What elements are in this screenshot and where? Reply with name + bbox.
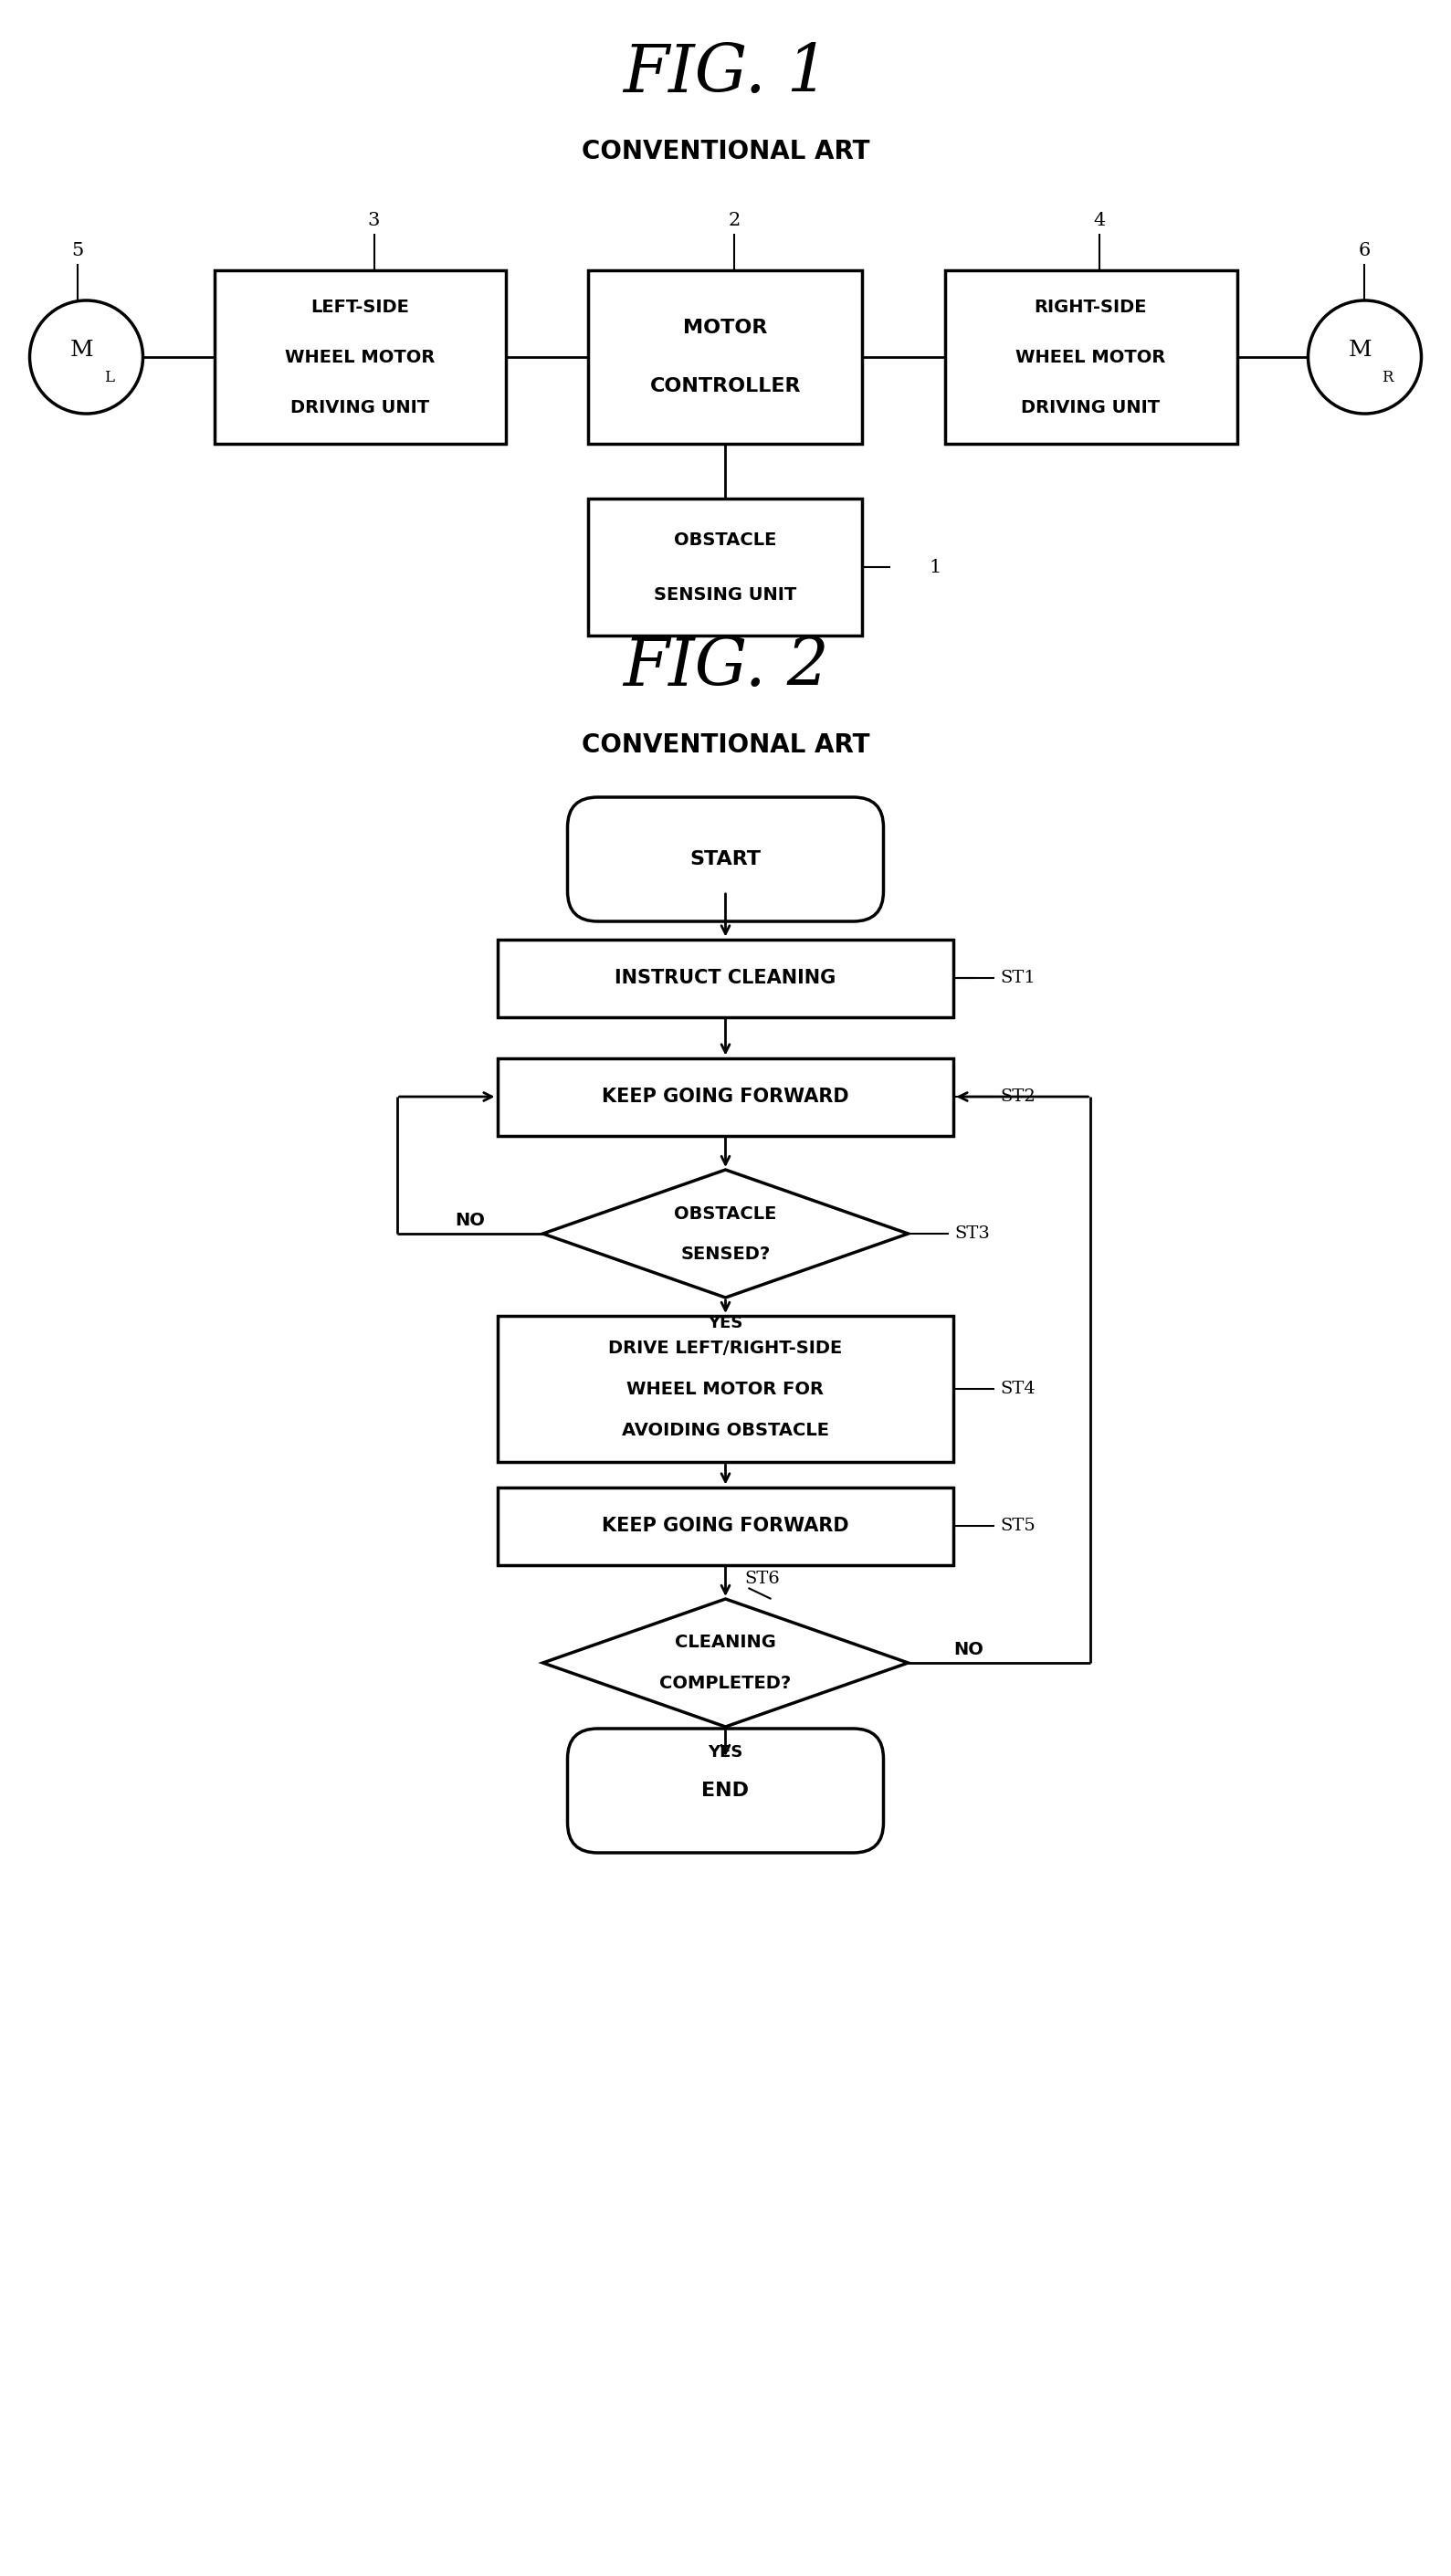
Text: CONVENTIONAL ART: CONVENTIONAL ART xyxy=(582,139,869,165)
FancyBboxPatch shape xyxy=(589,500,862,636)
Circle shape xyxy=(29,301,142,415)
Text: START: START xyxy=(689,850,762,868)
FancyBboxPatch shape xyxy=(498,940,953,1018)
Text: ST1: ST1 xyxy=(1000,969,1036,987)
Text: WHEEL MOTOR: WHEEL MOTOR xyxy=(286,348,435,366)
Text: ST4: ST4 xyxy=(1000,1381,1036,1396)
Polygon shape xyxy=(543,1600,908,1726)
Text: NO: NO xyxy=(454,1211,485,1229)
Polygon shape xyxy=(543,1170,908,1298)
FancyBboxPatch shape xyxy=(498,1486,953,1564)
Text: R: R xyxy=(1381,368,1393,384)
Circle shape xyxy=(1309,301,1422,415)
Text: RIGHT-SIDE: RIGHT-SIDE xyxy=(1035,299,1148,314)
Text: 5: 5 xyxy=(71,242,83,258)
Text: ST5: ST5 xyxy=(1000,1517,1036,1535)
Text: ST6: ST6 xyxy=(744,1571,779,1587)
FancyBboxPatch shape xyxy=(498,1059,953,1136)
Text: 2: 2 xyxy=(728,211,740,229)
FancyBboxPatch shape xyxy=(589,270,862,443)
Text: OBSTACLE: OBSTACLE xyxy=(675,531,776,549)
Text: 3: 3 xyxy=(369,211,380,229)
Text: KEEP GOING FORWARD: KEEP GOING FORWARD xyxy=(602,1087,849,1105)
FancyBboxPatch shape xyxy=(567,1728,884,1852)
Text: DRIVE LEFT/RIGHT-SIDE: DRIVE LEFT/RIGHT-SIDE xyxy=(608,1340,843,1358)
FancyBboxPatch shape xyxy=(215,270,506,443)
Text: M: M xyxy=(70,340,93,361)
Text: CONTROLLER: CONTROLLER xyxy=(650,376,801,394)
Text: NO: NO xyxy=(953,1641,984,1659)
Text: AVOIDING OBSTACLE: AVOIDING OBSTACLE xyxy=(622,1422,829,1437)
Text: 1: 1 xyxy=(930,559,942,577)
Text: OBSTACLE: OBSTACLE xyxy=(675,1206,776,1221)
Text: DRIVING UNIT: DRIVING UNIT xyxy=(1022,399,1161,415)
Text: ST2: ST2 xyxy=(1000,1090,1036,1105)
Text: COMPLETED?: COMPLETED? xyxy=(660,1674,791,1692)
FancyBboxPatch shape xyxy=(945,270,1236,443)
Text: LEFT-SIDE: LEFT-SIDE xyxy=(311,299,409,314)
Text: SENSED?: SENSED? xyxy=(681,1244,770,1262)
Text: MOTOR: MOTOR xyxy=(683,319,768,337)
Text: INSTRUCT CLEANING: INSTRUCT CLEANING xyxy=(615,969,836,987)
Text: ST3: ST3 xyxy=(955,1226,990,1242)
Text: SENSING UNIT: SENSING UNIT xyxy=(654,585,797,603)
Text: KEEP GOING FORWARD: KEEP GOING FORWARD xyxy=(602,1517,849,1535)
Text: YES: YES xyxy=(708,1314,743,1332)
FancyBboxPatch shape xyxy=(498,1316,953,1463)
Text: YES: YES xyxy=(708,1744,743,1759)
Text: DRIVING UNIT: DRIVING UNIT xyxy=(290,399,429,415)
Text: CLEANING: CLEANING xyxy=(675,1633,776,1651)
Text: FIG. 2: FIG. 2 xyxy=(622,636,829,701)
Text: WHEEL MOTOR: WHEEL MOTOR xyxy=(1016,348,1165,366)
Text: L: L xyxy=(104,368,115,384)
Text: END: END xyxy=(702,1783,749,1801)
Text: FIG. 1: FIG. 1 xyxy=(622,41,829,106)
Text: WHEEL MOTOR FOR: WHEEL MOTOR FOR xyxy=(627,1381,824,1399)
Text: 6: 6 xyxy=(1358,242,1371,258)
Text: M: M xyxy=(1348,340,1371,361)
Text: 4: 4 xyxy=(1094,211,1106,229)
Text: CONVENTIONAL ART: CONVENTIONAL ART xyxy=(582,732,869,757)
FancyBboxPatch shape xyxy=(567,796,884,922)
